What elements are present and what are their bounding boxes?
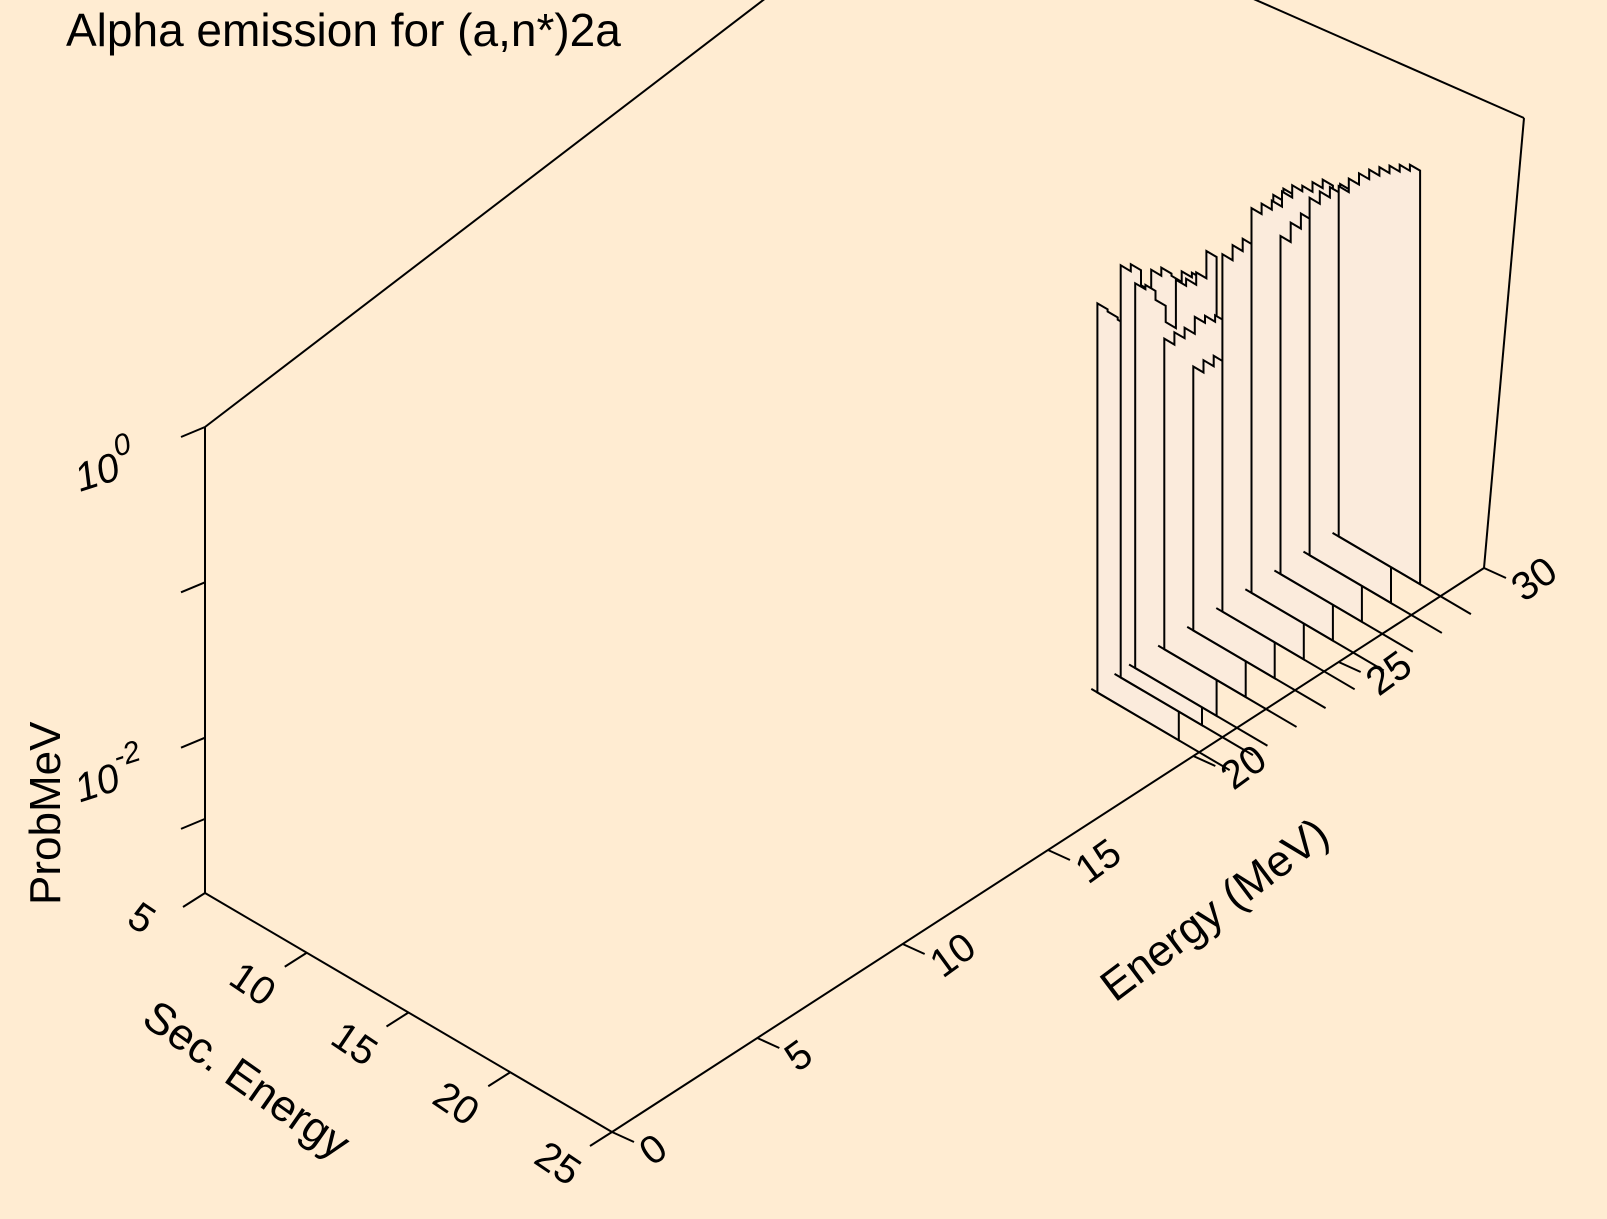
histogram-slice-9: [1337, 162, 1422, 586]
slice-baseline-5: [1215, 607, 1356, 691]
slice-baseline-1: [1114, 673, 1254, 756]
y-tick-mark-4: [589, 1131, 613, 1147]
z-tick-mark-1: [180, 736, 206, 749]
data-slabs: [1090, 162, 1472, 772]
slice-baseline-8: [1302, 550, 1443, 634]
x-tick-mark-1: [756, 1037, 780, 1049]
y-tick-mark-0: [182, 892, 206, 908]
x-tick-mark-2: [902, 943, 926, 955]
x-tick-mark-3: [1047, 849, 1071, 861]
slice-baseline-2: [1128, 663, 1268, 747]
x-tick-mark-4: [1192, 755, 1216, 767]
slice-baseline-6: [1244, 588, 1385, 672]
x-tick-mark-5: [1338, 661, 1362, 673]
right-back-edge: [1483, 117, 1525, 569]
z-minor-tick-1: [180, 817, 206, 830]
z-axis-label: ProbMeV: [21, 721, 70, 905]
z-tick-mark-0: [180, 426, 206, 438]
y-tick-mark-3: [487, 1071, 511, 1088]
back-top-edge: [204, 0, 765, 428]
z-minor-tick-0: [180, 581, 206, 594]
x-tick-mark-0: [611, 1131, 635, 1143]
y-tick-mark-1: [284, 951, 308, 968]
back-top-right-edge: [1253, 0, 1525, 119]
slice-baseline-0: [1090, 688, 1231, 772]
slice-baseline-7: [1273, 569, 1414, 653]
slice-baseline-3: [1157, 644, 1298, 728]
slice-baseline-4: [1186, 626, 1327, 709]
y-tick-mark-2: [385, 1011, 410, 1028]
chart-title: Alpha emission for (a,n*)2a: [66, 4, 621, 56]
x-tick-mark-6: [1483, 567, 1507, 579]
slice-baseline-9: [1332, 532, 1472, 615]
